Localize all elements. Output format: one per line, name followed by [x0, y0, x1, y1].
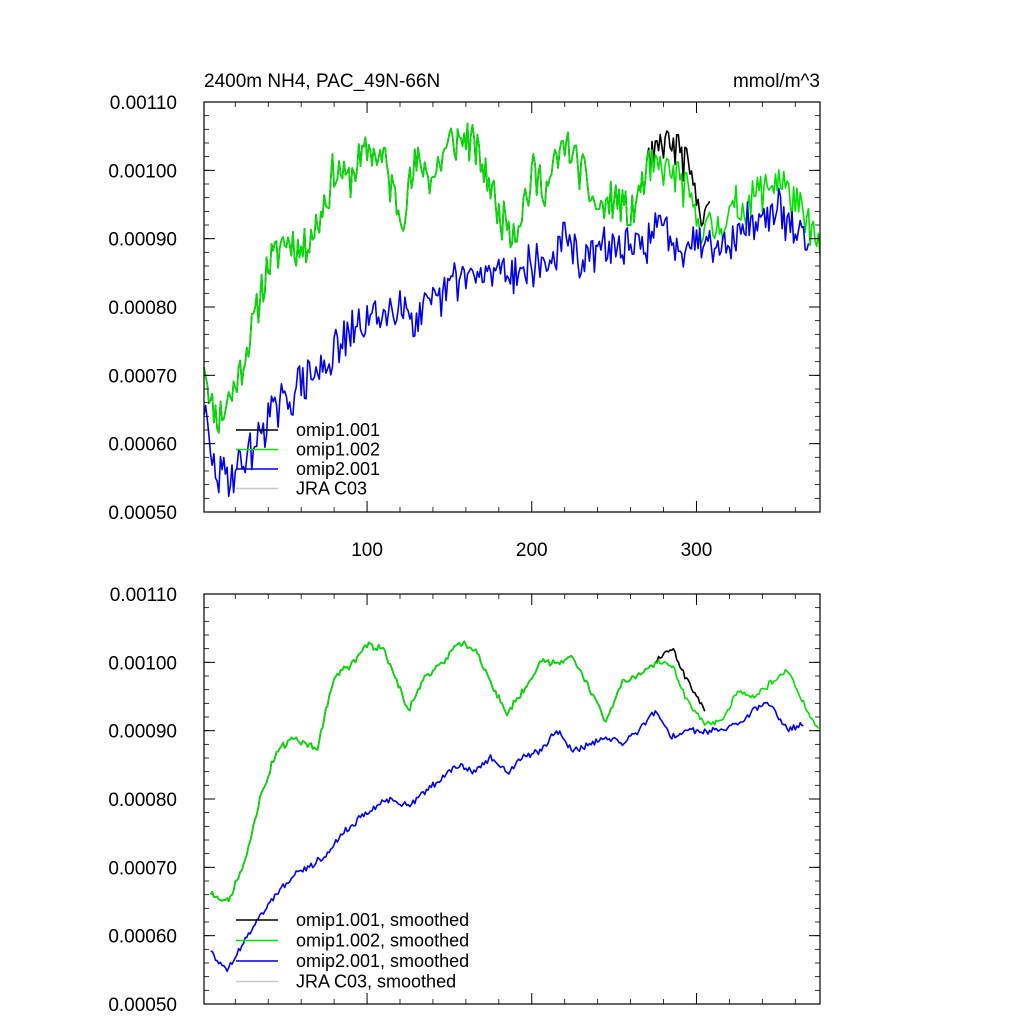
legend-label: omip1.001	[296, 420, 380, 440]
y-tick-label: 0.00080	[108, 298, 177, 319]
y-tick-label: 0.00110	[110, 93, 177, 114]
chart-title: 2400m NH4, PAC_49N-66N	[204, 71, 440, 92]
series-line-omip2-001-smoothed	[210, 701, 804, 973]
y-tick-label: 0.00090	[108, 722, 177, 743]
y-tick-label: 0.00050	[108, 503, 177, 524]
legend-label: omip2.001	[296, 459, 380, 479]
legend-label: omip1.001, smoothed	[296, 910, 469, 930]
bottom-panel: 0.00050 0.00060 0.00070 0.00080 0.00090 0.001…	[108, 585, 821, 1016]
y-tick-label: 0.00060	[108, 435, 177, 456]
y-tick-label: 0.00100	[108, 653, 177, 674]
y-tick-label: 0.00070	[108, 366, 177, 387]
top-panel: 0.00050 0.00060 0.00070 0.00080 0.00090 0.001…	[108, 93, 821, 561]
legend-label: omip1.002, smoothed	[296, 931, 469, 951]
y-tick-label: 0.00110	[110, 585, 177, 606]
series-line-omip1-002	[203, 122, 821, 434]
x-tick-label: 200	[516, 540, 548, 561]
legend-label: omip1.002	[296, 440, 380, 460]
y-tick-label: 0.00060	[108, 927, 177, 948]
y-tick-label: 0.00100	[108, 161, 177, 182]
units-label: mmol/m^3	[733, 71, 820, 92]
series-line-omip1-002-smoothed	[209, 640, 820, 903]
series-line-omip2-001	[203, 187, 810, 498]
legend-label: JRA C03, smoothed	[296, 972, 456, 992]
y-tick-label: 0.00070	[108, 858, 177, 879]
legend-label: JRA C03	[296, 479, 367, 499]
x-tick-label: 300	[681, 540, 713, 561]
y-tick-label: 0.00050	[108, 995, 177, 1016]
legend-label: omip2.001, smoothed	[296, 951, 469, 971]
y-tick-label: 0.00080	[108, 790, 177, 811]
x-tick-label: 100	[351, 540, 383, 561]
y-tick-label: 0.00090	[108, 230, 177, 251]
